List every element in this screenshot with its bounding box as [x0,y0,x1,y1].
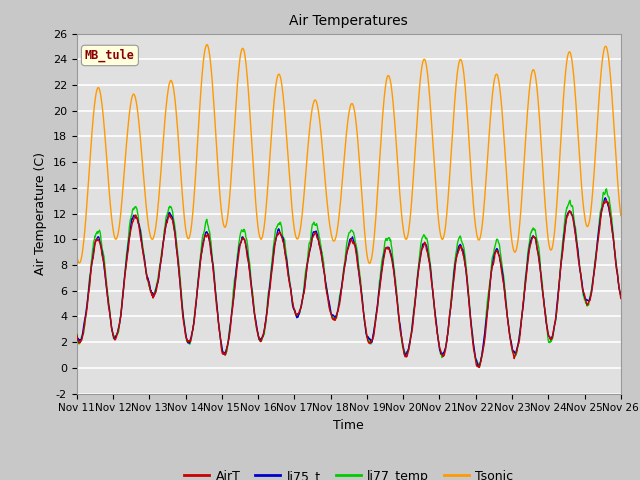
Y-axis label: Air Temperature (C): Air Temperature (C) [35,152,47,275]
X-axis label: Time: Time [333,419,364,432]
Title: Air Temperatures: Air Temperatures [289,14,408,28]
Legend: AirT, li75_t, li77_temp, Tsonic: AirT, li75_t, li77_temp, Tsonic [179,465,518,480]
Text: MB_tule: MB_tule [85,49,135,62]
